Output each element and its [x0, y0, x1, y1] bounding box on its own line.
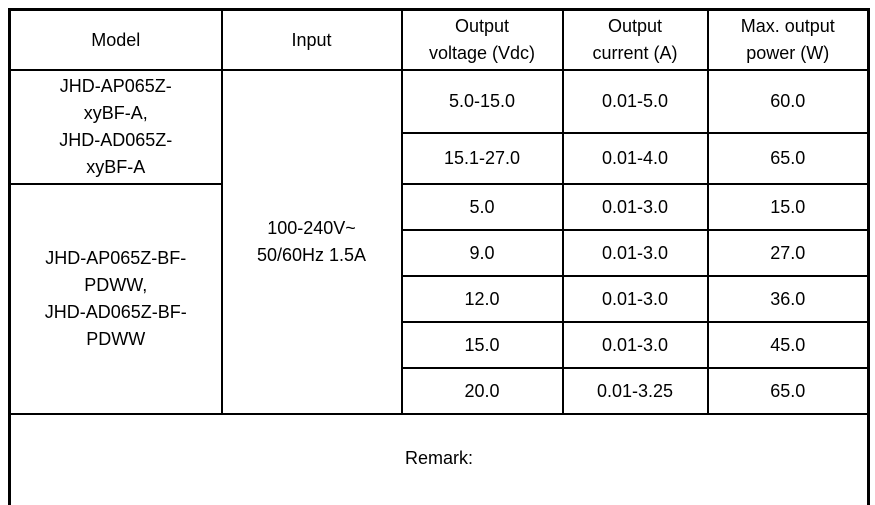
- cell-output-current: 0.01-3.0: [561, 275, 709, 323]
- table-header-row: Model Input Output voltage (Vdc) Output …: [8, 8, 870, 71]
- cell-model-group-2: JHD-AP065Z-BF- PDWW, JHD-AD065Z-BF- PDWW: [8, 183, 223, 415]
- cell-output-current: 0.01-3.0: [561, 229, 709, 277]
- cell-output-voltage: 5.0-15.0: [400, 68, 564, 135]
- remark-title: Remark:: [404, 448, 473, 468]
- cell-output-voltage: 20.0: [400, 367, 564, 415]
- header-output-voltage: Output voltage (Vdc): [400, 8, 564, 71]
- remark-line-ap: “AP” in the model no. mean direct plug i…: [15, 500, 863, 505]
- cell-output-voltage: 15.1-27.0: [400, 132, 564, 185]
- cell-output-current: 0.01-5.0: [561, 68, 709, 135]
- table-row: 15.1-27.0 0.01-4.0 65.0: [10, 132, 870, 185]
- header-output-current: Output current (A): [561, 8, 709, 71]
- table-row: 9.0 0.01-3.0 27.0: [10, 229, 870, 277]
- cell-output-current: 0.01-3.0: [561, 321, 709, 369]
- remark-row: Remark: “AP” in the model no. mean direc…: [8, 413, 870, 505]
- header-max-power: Max. output power (W): [706, 8, 870, 71]
- cell-max-power: 65.0: [706, 132, 870, 185]
- cell-max-power: 60.0: [706, 68, 870, 135]
- cell-output-current: 0.01-3.25: [561, 367, 709, 415]
- power-spec-table: Model Input Output voltage (Vdc) Output …: [8, 8, 870, 505]
- header-model: Model: [8, 8, 223, 71]
- cell-output-current: 0.01-3.0: [561, 183, 709, 231]
- cell-output-voltage: 12.0: [400, 275, 564, 323]
- table-row: JHD-AP065Z-BF- PDWW, JHD-AD065Z-BF- PDWW…: [8, 183, 870, 415]
- table-row: JHD-AP065Z- xyBF-A, JHD-AD065Z- xyBF-A 1…: [8, 68, 870, 415]
- cell-max-power: 36.0: [706, 275, 870, 323]
- cell-max-power: 45.0: [706, 321, 870, 369]
- header-input: Input: [220, 8, 403, 71]
- cell-max-power: 15.0: [706, 183, 870, 231]
- remark-cell: Remark: “AP” in the model no. mean direc…: [8, 413, 870, 505]
- cell-max-power: 27.0: [706, 229, 870, 277]
- table-row: 12.0 0.01-3.0 36.0: [10, 275, 870, 323]
- cell-output-voltage: 15.0: [400, 321, 564, 369]
- table-row: 15.0 0.01-3.0 45.0: [10, 321, 870, 369]
- cell-max-power: 65.0: [706, 367, 870, 415]
- cell-model-group-1: JHD-AP065Z- xyBF-A, JHD-AD065Z- xyBF-A: [8, 69, 223, 185]
- table-row: 20.0 0.01-3.25 65.0: [10, 367, 870, 415]
- cell-output-current: 0.01-4.0: [561, 132, 709, 185]
- cell-input: 100-240V~ 50/60Hz 1.5A: [220, 69, 403, 415]
- cell-output-voltage: 5.0: [400, 183, 564, 231]
- cell-output-voltage: 9.0: [400, 229, 564, 277]
